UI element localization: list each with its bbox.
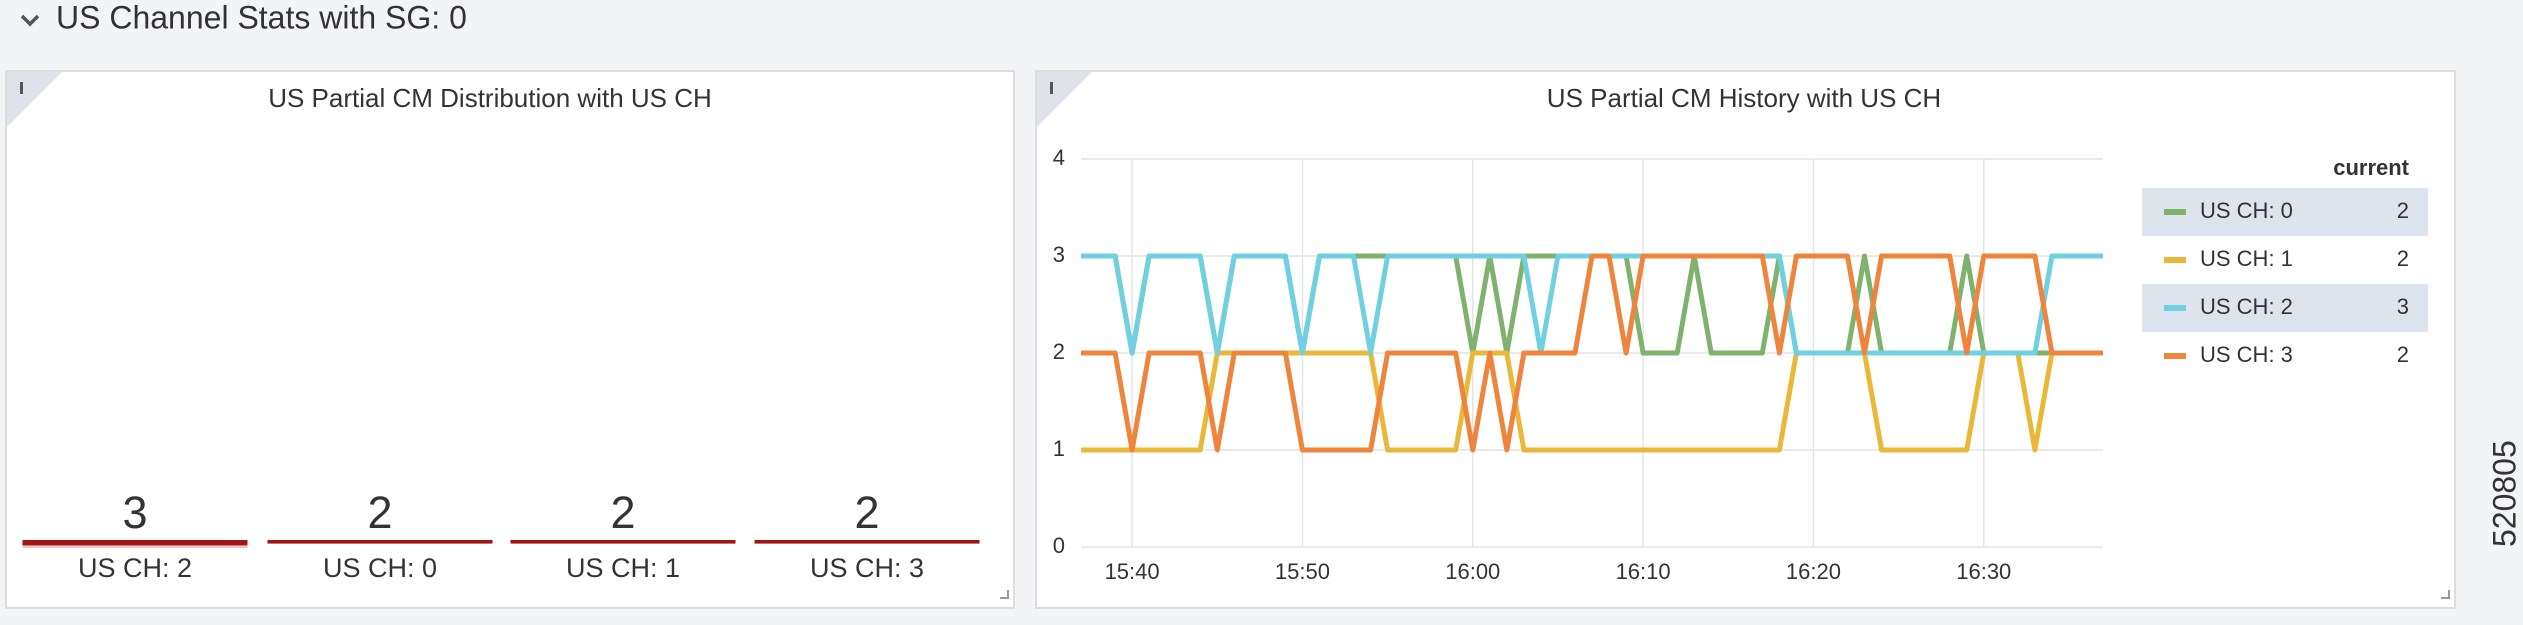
info-icon (20, 82, 23, 94)
legend-value: 2 (2397, 246, 2409, 271)
series-line (1081, 253, 2103, 453)
panel (1035, 70, 2456, 609)
y-tick-label: 3 (1053, 242, 1065, 267)
category-label: US CH: 0 (323, 553, 437, 583)
bar-gauge-track (754, 540, 980, 548)
legend-swatch (2164, 257, 2186, 263)
legend-row-highlight (2142, 188, 2428, 236)
legend-value: 2 (2397, 198, 2409, 223)
value-label: 2 (610, 487, 635, 538)
x-tick-label: 16:30 (1956, 559, 2011, 584)
legend-label[interactable]: US CH: 3 (2200, 342, 2293, 367)
legend-label[interactable]: US CH: 1 (2200, 246, 2293, 271)
x-tick-label: 16:00 (1445, 559, 1500, 584)
collapse-chevron[interactable] (20, 14, 40, 27)
legend-label[interactable]: US CH: 2 (2200, 294, 2293, 319)
legend-value: 3 (2397, 294, 2409, 319)
legend-row-highlight (2142, 284, 2428, 332)
value-label: 2 (367, 487, 392, 538)
y-tick-label: 1 (1053, 436, 1065, 461)
legend-swatch (2164, 305, 2186, 311)
value-label: 2 (854, 487, 879, 538)
legend-swatch (2164, 353, 2186, 359)
panel (5, 70, 1015, 609)
row-title[interactable]: US Channel Stats with SG: 0 (56, 0, 467, 35)
resize-handle[interactable] (2441, 590, 2450, 599)
category-label: US CH: 1 (566, 553, 680, 583)
x-tick-label: 16:10 (1616, 559, 1671, 584)
x-tick-label: 15:40 (1105, 559, 1160, 584)
legend-label[interactable]: US CH: 0 (2200, 198, 2293, 223)
figure-id: 520805 (2486, 440, 2522, 547)
y-tick-label: 0 (1053, 533, 1065, 558)
category-label: US CH: 3 (810, 553, 924, 583)
resize-handle[interactable] (1000, 590, 1009, 599)
x-tick-label: 16:20 (1786, 559, 1841, 584)
bar-gauge (510, 540, 736, 544)
legend-value: 2 (2397, 342, 2409, 367)
panel-title: US Partial CM Distribution with US CH (268, 83, 712, 113)
legend-header: current (2333, 155, 2409, 180)
category-label: US CH: 2 (78, 553, 192, 583)
panel-title: US Partial CM History with US CH (1547, 83, 1941, 113)
legend-swatch (2164, 209, 2186, 215)
x-tick-label: 15:50 (1275, 559, 1330, 584)
y-tick-label: 4 (1053, 145, 1065, 170)
bar-gauge (754, 540, 980, 544)
bar-gauge (22, 540, 248, 546)
bar-gauge (267, 540, 493, 544)
value-label: 3 (122, 487, 147, 538)
info-icon (1050, 82, 1053, 94)
y-tick-label: 2 (1053, 339, 1065, 364)
bar-gauge-track (267, 540, 493, 548)
bar-gauge-track (510, 540, 736, 548)
